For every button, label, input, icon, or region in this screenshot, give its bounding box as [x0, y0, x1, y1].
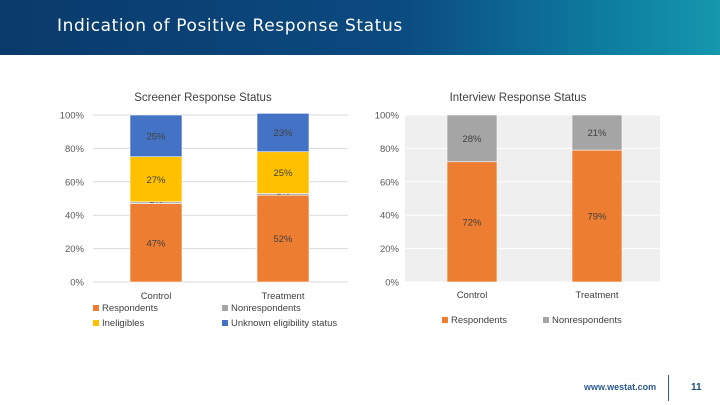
footer-url[interactable]: www.westat.com: [584, 382, 657, 392]
y-tick-label: 100%: [60, 111, 85, 122]
legend-swatch: [442, 317, 448, 323]
legend-label: Nonrespondents: [231, 303, 301, 314]
legend-swatch: [222, 320, 228, 326]
legend-swatch: [93, 305, 99, 311]
legend-swatch: [93, 320, 99, 326]
data-label: 23%: [273, 128, 293, 139]
slide-title: Indication of Positive Response Status: [57, 16, 403, 36]
y-tick-label: 100%: [375, 111, 400, 122]
legend-label: Ineligibles: [102, 318, 144, 329]
data-label: 79%: [587, 212, 607, 223]
category-label: Control: [141, 291, 172, 302]
legend-label: Respondents: [451, 315, 507, 326]
bar-segment: [256, 151, 310, 194]
data-label: 72%: [462, 217, 482, 228]
y-tick-label: 0%: [70, 278, 84, 289]
chart-title: Interview Response Status: [450, 92, 587, 104]
bar-segment: [571, 114, 623, 151]
legend-label: Respondents: [102, 303, 158, 314]
data-label: 27%: [146, 175, 166, 186]
y-tick-label: 20%: [380, 244, 400, 255]
data-label: 25%: [273, 168, 293, 179]
data-label: 52%: [273, 234, 293, 245]
bar-segment: [446, 161, 498, 283]
y-tick-label: 80%: [380, 144, 400, 155]
bar-segment: [129, 114, 183, 158]
bar-segment: [129, 156, 183, 203]
y-tick-label: 60%: [65, 177, 85, 188]
data-label: 25%: [146, 131, 166, 142]
category-label: Treatment: [262, 291, 305, 302]
legend-label: Unknown eligibility status: [231, 318, 337, 329]
category-label: Treatment: [576, 290, 619, 301]
y-tick-label: 20%: [65, 244, 85, 255]
legend-swatch: [222, 305, 228, 311]
y-tick-label: 0%: [385, 278, 399, 289]
title-banner: Indication of Positive Response Status: [0, 0, 720, 55]
y-tick-label: 80%: [65, 144, 85, 155]
bar-segment: [129, 203, 183, 283]
page-number: 11: [691, 382, 702, 393]
chart-0: Screener Response Status 0% 20% 40% 60% 80% 10…: [60, 92, 348, 329]
legend-swatch: [543, 317, 549, 323]
bar-segment: [446, 114, 498, 163]
bar-segment: [256, 194, 310, 283]
bar-segment: [571, 149, 623, 283]
y-tick-label: 40%: [65, 211, 85, 222]
data-label: 47%: [146, 238, 166, 249]
bar-segment: [256, 113, 310, 153]
category-label: Control: [457, 290, 488, 301]
data-label: 28%: [462, 134, 482, 145]
footer-divider: [668, 375, 669, 401]
y-tick-label: 40%: [380, 211, 400, 222]
data-label: 21%: [587, 128, 607, 139]
legend-label: Nonrespondents: [552, 315, 622, 326]
y-tick-label: 60%: [380, 177, 400, 188]
chart-title: Screener Response Status: [134, 92, 272, 104]
chart-1: Interview Response Status 0% 20% 40% 60% 80% 1…: [375, 92, 660, 326]
